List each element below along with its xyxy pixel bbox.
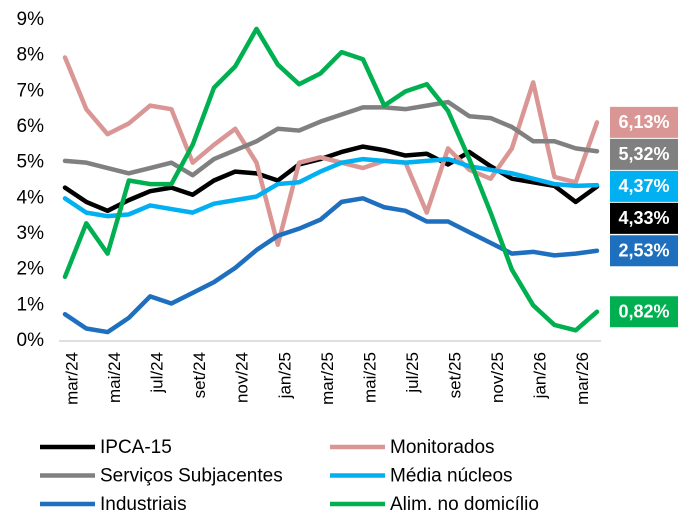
- x-tick-label: mar/26: [573, 352, 592, 405]
- x-tick-label: mar/25: [318, 352, 337, 405]
- x-tick-label: jan/26: [531, 352, 550, 399]
- x-tick-label: nov/25: [488, 352, 507, 403]
- end-label-box: [610, 202, 678, 234]
- legend-label: Industriais: [100, 494, 187, 513]
- series-line: [62, 196, 600, 335]
- end-label-box: [610, 296, 678, 328]
- end-label-box: [610, 235, 678, 267]
- y-tick-label: 8%: [17, 45, 45, 66]
- end-label: 6,13%: [618, 112, 669, 132]
- legend-label: Serviços Subjacentes: [100, 466, 283, 487]
- legend-label: Alim. no domicílio: [390, 494, 539, 513]
- y-tick-label: 3%: [17, 223, 45, 244]
- series-line: [62, 26, 600, 333]
- x-tick-label: jul/25: [403, 352, 422, 394]
- legend-label: Monitorados: [390, 437, 495, 458]
- end-label: 2,53%: [618, 241, 669, 261]
- x-tick-label: mar/24: [62, 352, 81, 405]
- end-label: 5,32%: [618, 144, 669, 164]
- legend-label: IPCA-15: [100, 437, 172, 458]
- y-tick-label: 9%: [17, 9, 45, 30]
- y-tick-label: 1%: [17, 294, 45, 315]
- x-tick-label: mai/25: [360, 352, 379, 403]
- end-label: 4,37%: [618, 176, 669, 196]
- end-label-box: [610, 170, 678, 202]
- series-line: [62, 144, 600, 214]
- y-tick-label: 7%: [17, 80, 45, 101]
- x-tick-label: set/24: [190, 352, 209, 398]
- series-line: [62, 55, 600, 247]
- x-tick-label: jul/24: [148, 352, 167, 394]
- x-tick-label: set/25: [446, 352, 465, 398]
- end-label-box: [610, 106, 678, 138]
- y-tick-label: 0%: [17, 330, 45, 351]
- end-label: 0,82%: [618, 302, 669, 322]
- y-tick-label: 5%: [17, 152, 45, 173]
- x-tick-label: mai/24: [105, 352, 124, 403]
- x-tick-label: jan/25: [275, 352, 294, 399]
- y-tick-label: 6%: [17, 116, 45, 137]
- y-tick-label: 4%: [17, 187, 45, 208]
- series-line: [62, 156, 600, 219]
- series-line: [62, 99, 600, 178]
- end-label: 4,33%: [618, 208, 669, 228]
- end-label-box: [610, 138, 678, 170]
- x-tick-label: nov/24: [233, 352, 252, 403]
- legend-label: Média núcleos: [390, 466, 513, 487]
- y-tick-label: 2%: [17, 259, 45, 280]
